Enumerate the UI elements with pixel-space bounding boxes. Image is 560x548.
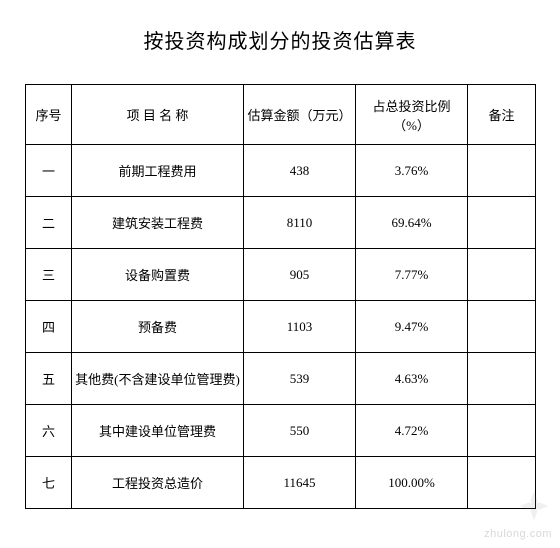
col-header-amount: 估算金额（万元）: [244, 85, 356, 145]
cell-seq: 二: [26, 197, 72, 249]
cell-note: [468, 301, 536, 353]
watermark-text: zhulong.com: [484, 528, 552, 540]
cell-pct: 4.63%: [356, 353, 468, 405]
investment-table: 序号 项 目 名 称 估算金额（万元） 占总投资比例（%） 备注 一前期工程费用…: [25, 84, 536, 509]
table-row: 二建筑安装工程费811069.64%: [26, 197, 536, 249]
col-header-pct: 占总投资比例（%）: [356, 85, 468, 145]
cell-seq: 四: [26, 301, 72, 353]
cell-name: 预备费: [72, 301, 244, 353]
cell-amount: 550: [244, 405, 356, 457]
col-header-note: 备注: [468, 85, 536, 145]
page-container: 按投资构成划分的投资估算表 序号 项 目 名 称 估算金额（万元） 占总投资比例…: [0, 0, 560, 509]
cell-amount: 1103: [244, 301, 356, 353]
table-row: 一前期工程费用4383.76%: [26, 145, 536, 197]
cell-pct: 100.00%: [356, 457, 468, 509]
cell-note: [468, 353, 536, 405]
cell-seq: 三: [26, 249, 72, 301]
table-header-row: 序号 项 目 名 称 估算金额（万元） 占总投资比例（%） 备注: [26, 85, 536, 145]
page-title: 按投资构成划分的投资估算表: [25, 25, 535, 54]
cell-seq: 五: [26, 353, 72, 405]
cell-note: [468, 145, 536, 197]
cell-pct: 3.76%: [356, 145, 468, 197]
cell-amount: 8110: [244, 197, 356, 249]
cell-note: [468, 197, 536, 249]
cell-seq: 七: [26, 457, 72, 509]
cell-name: 设备购置费: [72, 249, 244, 301]
table-row: 四预备费11039.47%: [26, 301, 536, 353]
cell-note: [468, 249, 536, 301]
cell-pct: 9.47%: [356, 301, 468, 353]
cell-name: 其他费(不含建设单位管理费): [72, 353, 244, 405]
cell-amount: 905: [244, 249, 356, 301]
cell-name: 建筑安装工程费: [72, 197, 244, 249]
table-row: 五其他费(不含建设单位管理费)5394.63%: [26, 353, 536, 405]
col-header-seq: 序号: [26, 85, 72, 145]
cell-pct: 7.77%: [356, 249, 468, 301]
col-header-name: 项 目 名 称: [72, 85, 244, 145]
cell-seq: 一: [26, 145, 72, 197]
cell-amount: 539: [244, 353, 356, 405]
cell-name: 其中建设单位管理费: [72, 405, 244, 457]
cell-note: [468, 405, 536, 457]
cell-amount: 438: [244, 145, 356, 197]
cell-pct: 4.72%: [356, 405, 468, 457]
cell-amount: 11645: [244, 457, 356, 509]
watermark-icon: [516, 488, 552, 524]
table-row: 三设备购置费9057.77%: [26, 249, 536, 301]
table-body: 一前期工程费用4383.76%二建筑安装工程费811069.64%三设备购置费9…: [26, 145, 536, 509]
table-row: 七工程投资总造价11645100.00%: [26, 457, 536, 509]
table-row: 六其中建设单位管理费5504.72%: [26, 405, 536, 457]
cell-seq: 六: [26, 405, 72, 457]
cell-pct: 69.64%: [356, 197, 468, 249]
cell-name: 前期工程费用: [72, 145, 244, 197]
cell-name: 工程投资总造价: [72, 457, 244, 509]
